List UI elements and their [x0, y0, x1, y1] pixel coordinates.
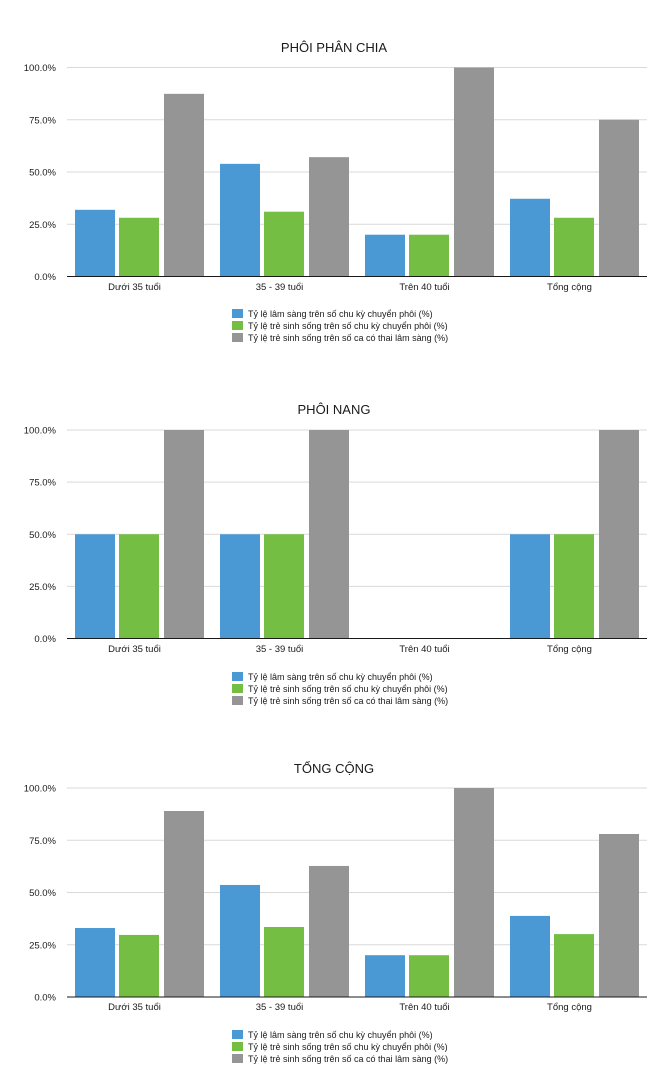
y-tick-label: 25.0%	[29, 220, 56, 231]
chart-title: PHÔI PHÂN CHIA	[281, 40, 388, 55]
bar-series-3	[599, 833, 639, 997]
y-tick-label: 0.0%	[34, 272, 56, 283]
y-tick-label: 25.0%	[29, 582, 56, 593]
bar-series-3	[599, 119, 639, 277]
y-tick-label: 100.0%	[24, 784, 57, 795]
bar-series-1	[220, 163, 260, 277]
y-tick-label: 50.0%	[29, 530, 56, 541]
bar-series-2	[554, 534, 594, 639]
x-category-label: 35 - 39 tuổi	[256, 644, 304, 655]
bar-series-2	[119, 534, 159, 639]
x-category-label: Dưới 35 tuổi	[108, 1002, 161, 1013]
legend: Tỷ lệ lâm sàng trên số chu kỳ chuyển phô…	[232, 672, 448, 706]
legend-label: Tỷ lệ lâm sàng trên số chu kỳ chuyển phô…	[248, 309, 433, 319]
legend-swatch	[232, 672, 243, 681]
bar-series-1	[75, 209, 115, 277]
legend-label: Tỷ lệ trẻ sinh sống trên số ca có thai l…	[248, 333, 448, 343]
x-category-label: Dưới 35 tuổi	[108, 644, 161, 655]
legend-label: Tỷ lệ trẻ sinh sống trên số chu kỳ chuyể…	[248, 1042, 448, 1052]
bar-series-3	[309, 157, 349, 277]
bar-series-2	[119, 934, 159, 997]
y-tick-label: 50.0%	[29, 888, 56, 899]
legend-swatch	[232, 696, 243, 705]
y-tick-label: 75.0%	[29, 115, 56, 126]
bar-series-1	[365, 955, 405, 997]
legend-label: Tỷ lệ trẻ sinh sống trên số chu kỳ chuyể…	[248, 321, 448, 331]
x-category-label: Dưới 35 tuổi	[108, 282, 161, 293]
legend-swatch	[232, 1030, 243, 1039]
legend-label: Tỷ lệ trẻ sinh sống trên số ca có thai l…	[248, 1054, 448, 1064]
bar-series-2	[409, 955, 449, 997]
bar-chart-1: PHÔI PHÂN CHIA 0.0% 25.0% 50.0% 75.0% 100.0% D…	[24, 40, 647, 343]
legend: Tỷ lệ lâm sàng trên số chu kỳ chuyển phô…	[232, 309, 448, 343]
bar-series-2	[409, 234, 449, 277]
legend-swatch	[232, 1042, 243, 1051]
legend-swatch	[232, 321, 243, 330]
bar-series-3	[309, 430, 349, 639]
x-category-label: Trên 40 tuổi	[399, 1002, 449, 1013]
bar-series-1	[75, 928, 115, 997]
bar-chart-2: PHÔI NANG 0.0% 25.0% 50.0% 75.0% 100.0% Dưới 3…	[24, 402, 647, 706]
bar-series-3	[164, 810, 204, 997]
bar-series-1	[220, 884, 260, 997]
y-tick-label: 75.0%	[29, 836, 56, 847]
bar-series-2	[554, 217, 594, 277]
y-tick-label: 50.0%	[29, 168, 56, 179]
bar-series-3	[454, 788, 494, 997]
bar-series-1	[220, 534, 260, 639]
y-tick-label: 100.0%	[24, 63, 57, 74]
bar-series-2	[264, 211, 304, 277]
y-tick-label: 0.0%	[34, 634, 56, 645]
legend-swatch	[232, 684, 243, 693]
y-tick-label: 25.0%	[29, 940, 56, 951]
bar-series-3	[164, 93, 204, 277]
bar-series-2	[119, 217, 159, 277]
bar-series-2	[264, 926, 304, 997]
y-tick-label: 100.0%	[24, 426, 57, 437]
legend: Tỷ lệ lâm sàng trên số chu kỳ chuyển phô…	[232, 1030, 448, 1064]
x-category-label: Tổng cộng	[547, 282, 592, 293]
chart-title: TỔNG CỘNG	[294, 761, 374, 776]
bar-series-2	[264, 534, 304, 639]
chart-title: PHÔI NANG	[298, 402, 371, 417]
bar-series-2	[554, 934, 594, 997]
bar-series-3	[599, 430, 639, 639]
legend-swatch	[232, 333, 243, 342]
bar-series-1	[365, 234, 405, 277]
x-category-label: Trên 40 tuổi	[399, 644, 449, 655]
legend-label: Tỷ lệ lâm sàng trên số chu kỳ chuyển phô…	[248, 1030, 433, 1040]
bar-series-3	[309, 865, 349, 997]
legend-swatch	[232, 1054, 243, 1063]
bar-series-3	[454, 67, 494, 277]
x-category-label: Tổng cộng	[547, 1002, 592, 1013]
x-category-label: 35 - 39 tuổi	[256, 1002, 304, 1013]
bar-series-1	[510, 534, 550, 639]
legend-label: Tỷ lệ trẻ sinh sống trên số chu kỳ chuyể…	[248, 684, 448, 694]
x-category-label: Tổng cộng	[547, 644, 592, 655]
y-tick-label: 0.0%	[34, 993, 56, 1004]
bar-series-1	[75, 534, 115, 639]
x-category-label: 35 - 39 tuổi	[256, 282, 304, 293]
bar-series-1	[510, 915, 550, 997]
bar-chart-3: TỔNG CỘNG 0.0% 25.0% 50.0% 75.0% 100.0% Dưới 3…	[24, 761, 647, 1064]
legend-label: Tỷ lệ trẻ sinh sống trên số ca có thai l…	[248, 696, 448, 706]
x-category-label: Trên 40 tuổi	[399, 282, 449, 293]
legend-label: Tỷ lệ lâm sàng trên số chu kỳ chuyển phô…	[248, 672, 433, 682]
bar-series-3	[164, 430, 204, 639]
bar-series-1	[510, 198, 550, 277]
y-tick-label: 75.0%	[29, 478, 56, 489]
legend-swatch	[232, 309, 243, 318]
